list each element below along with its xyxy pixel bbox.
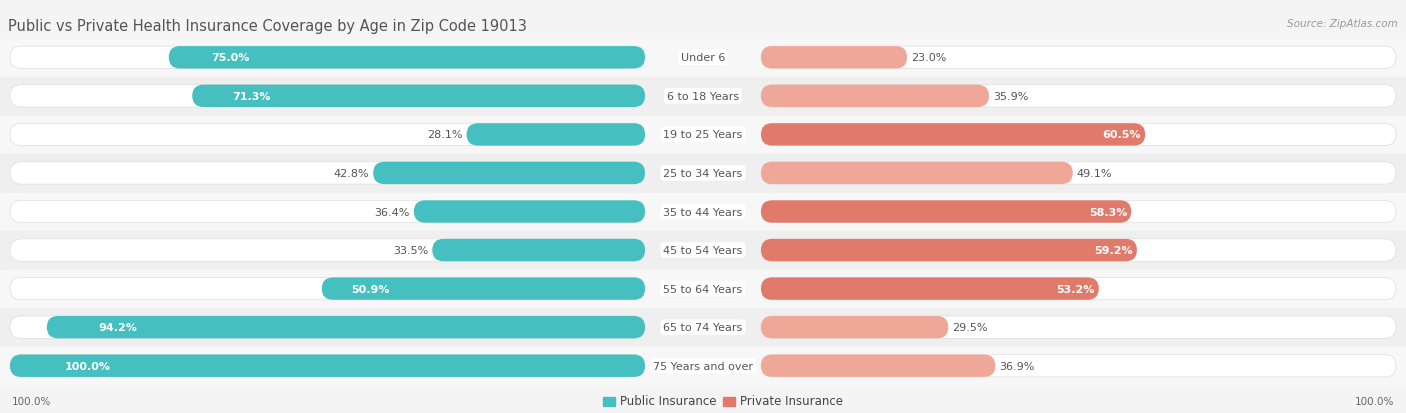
Text: 45 to 54 Years: 45 to 54 Years	[664, 245, 742, 255]
Text: 60.5%: 60.5%	[1102, 130, 1142, 140]
Text: 35.9%: 35.9%	[993, 92, 1028, 102]
Text: 49.1%: 49.1%	[1077, 169, 1112, 178]
Text: 58.3%: 58.3%	[1088, 207, 1128, 217]
Text: Private Insurance: Private Insurance	[740, 394, 844, 408]
FancyBboxPatch shape	[761, 124, 1144, 146]
FancyBboxPatch shape	[10, 201, 645, 223]
Text: 94.2%: 94.2%	[98, 323, 138, 332]
FancyBboxPatch shape	[373, 162, 645, 185]
Bar	[0, 78, 1406, 115]
FancyBboxPatch shape	[761, 85, 988, 108]
FancyBboxPatch shape	[10, 278, 645, 300]
Text: 36.4%: 36.4%	[374, 207, 411, 217]
Bar	[0, 155, 1406, 192]
Bar	[0, 347, 1406, 385]
FancyBboxPatch shape	[761, 201, 1132, 223]
Text: 6 to 18 Years: 6 to 18 Years	[666, 92, 740, 102]
FancyBboxPatch shape	[761, 201, 1396, 223]
Text: 29.5%: 29.5%	[952, 323, 988, 332]
Text: 55 to 64 Years: 55 to 64 Years	[664, 284, 742, 294]
Bar	[723, 396, 735, 406]
FancyBboxPatch shape	[10, 162, 645, 185]
FancyBboxPatch shape	[761, 124, 1396, 146]
Text: Public vs Private Health Insurance Coverage by Age in Zip Code 19013: Public vs Private Health Insurance Cover…	[8, 19, 527, 34]
FancyBboxPatch shape	[10, 316, 645, 339]
Text: 19 to 25 Years: 19 to 25 Years	[664, 130, 742, 140]
FancyBboxPatch shape	[761, 162, 1073, 185]
Text: Under 6: Under 6	[681, 53, 725, 63]
Bar	[0, 309, 1406, 346]
Text: 35 to 44 Years: 35 to 44 Years	[664, 207, 742, 217]
Text: 75.0%: 75.0%	[211, 53, 249, 63]
Text: 50.9%: 50.9%	[352, 284, 389, 294]
Text: 65 to 74 Years: 65 to 74 Years	[664, 323, 742, 332]
Text: 59.2%: 59.2%	[1094, 245, 1133, 255]
Bar	[603, 396, 614, 406]
Text: 28.1%: 28.1%	[427, 130, 463, 140]
FancyBboxPatch shape	[761, 316, 1396, 339]
FancyBboxPatch shape	[10, 47, 645, 69]
FancyBboxPatch shape	[10, 355, 645, 377]
FancyBboxPatch shape	[10, 239, 645, 261]
Bar	[0, 193, 1406, 231]
FancyBboxPatch shape	[432, 239, 645, 261]
Text: 42.8%: 42.8%	[333, 169, 370, 178]
FancyBboxPatch shape	[193, 85, 645, 108]
FancyBboxPatch shape	[761, 47, 907, 69]
Text: 75 Years and over: 75 Years and over	[652, 361, 754, 371]
FancyBboxPatch shape	[413, 201, 645, 223]
Text: 53.2%: 53.2%	[1056, 284, 1095, 294]
Text: 23.0%: 23.0%	[911, 53, 946, 63]
Text: 100.0%: 100.0%	[13, 396, 52, 406]
Text: 100.0%: 100.0%	[1354, 396, 1393, 406]
Text: 25 to 34 Years: 25 to 34 Years	[664, 169, 742, 178]
FancyBboxPatch shape	[10, 85, 645, 108]
FancyBboxPatch shape	[10, 355, 645, 377]
Text: Public Insurance: Public Insurance	[620, 394, 717, 408]
Text: 36.9%: 36.9%	[1000, 361, 1035, 371]
Bar	[0, 270, 1406, 308]
FancyBboxPatch shape	[761, 162, 1396, 185]
FancyBboxPatch shape	[169, 47, 645, 69]
FancyBboxPatch shape	[761, 47, 1396, 69]
FancyBboxPatch shape	[46, 316, 645, 339]
FancyBboxPatch shape	[761, 278, 1099, 300]
FancyBboxPatch shape	[467, 124, 645, 146]
FancyBboxPatch shape	[761, 239, 1137, 261]
FancyBboxPatch shape	[761, 355, 995, 377]
Text: 71.3%: 71.3%	[232, 92, 271, 102]
FancyBboxPatch shape	[322, 278, 645, 300]
Bar	[0, 116, 1406, 154]
FancyBboxPatch shape	[761, 85, 1396, 108]
FancyBboxPatch shape	[10, 124, 645, 146]
FancyBboxPatch shape	[761, 355, 1396, 377]
Bar	[0, 232, 1406, 269]
Text: Source: ZipAtlas.com: Source: ZipAtlas.com	[1288, 19, 1398, 29]
Text: 33.5%: 33.5%	[394, 245, 429, 255]
FancyBboxPatch shape	[761, 316, 948, 339]
Text: 100.0%: 100.0%	[65, 361, 111, 371]
FancyBboxPatch shape	[761, 239, 1396, 261]
Bar	[0, 39, 1406, 77]
FancyBboxPatch shape	[761, 278, 1396, 300]
